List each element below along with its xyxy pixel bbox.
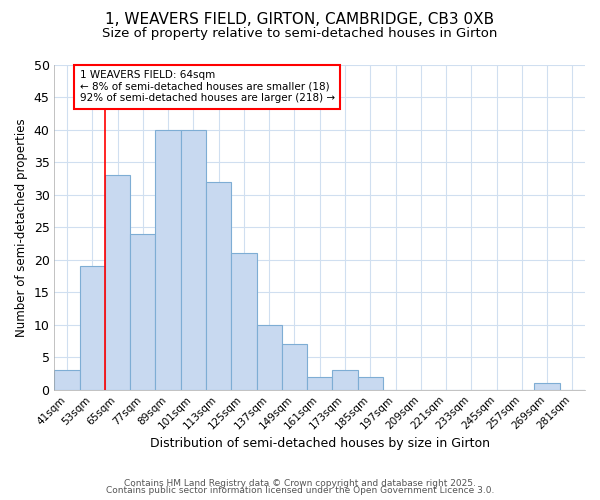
Text: Size of property relative to semi-detached houses in Girton: Size of property relative to semi-detach… — [103, 28, 497, 40]
Text: Contains public sector information licensed under the Open Government Licence 3.: Contains public sector information licen… — [106, 486, 494, 495]
Bar — [206, 182, 231, 390]
Bar — [535, 383, 560, 390]
X-axis label: Distribution of semi-detached houses by size in Girton: Distribution of semi-detached houses by … — [150, 437, 490, 450]
Bar — [130, 234, 155, 390]
Text: 1 WEAVERS FIELD: 64sqm
← 8% of semi-detached houses are smaller (18)
92% of semi: 1 WEAVERS FIELD: 64sqm ← 8% of semi-deta… — [80, 70, 335, 103]
Bar — [282, 344, 307, 390]
Bar — [55, 370, 80, 390]
Bar — [181, 130, 206, 390]
Bar — [358, 376, 383, 390]
Bar — [105, 176, 130, 390]
Bar — [307, 376, 332, 390]
Bar — [231, 254, 257, 390]
Y-axis label: Number of semi-detached properties: Number of semi-detached properties — [15, 118, 28, 336]
Bar — [80, 266, 105, 390]
Bar — [257, 325, 282, 390]
Bar — [332, 370, 358, 390]
Bar — [155, 130, 181, 390]
Text: 1, WEAVERS FIELD, GIRTON, CAMBRIDGE, CB3 0XB: 1, WEAVERS FIELD, GIRTON, CAMBRIDGE, CB3… — [106, 12, 494, 28]
Text: Contains HM Land Registry data © Crown copyright and database right 2025.: Contains HM Land Registry data © Crown c… — [124, 478, 476, 488]
